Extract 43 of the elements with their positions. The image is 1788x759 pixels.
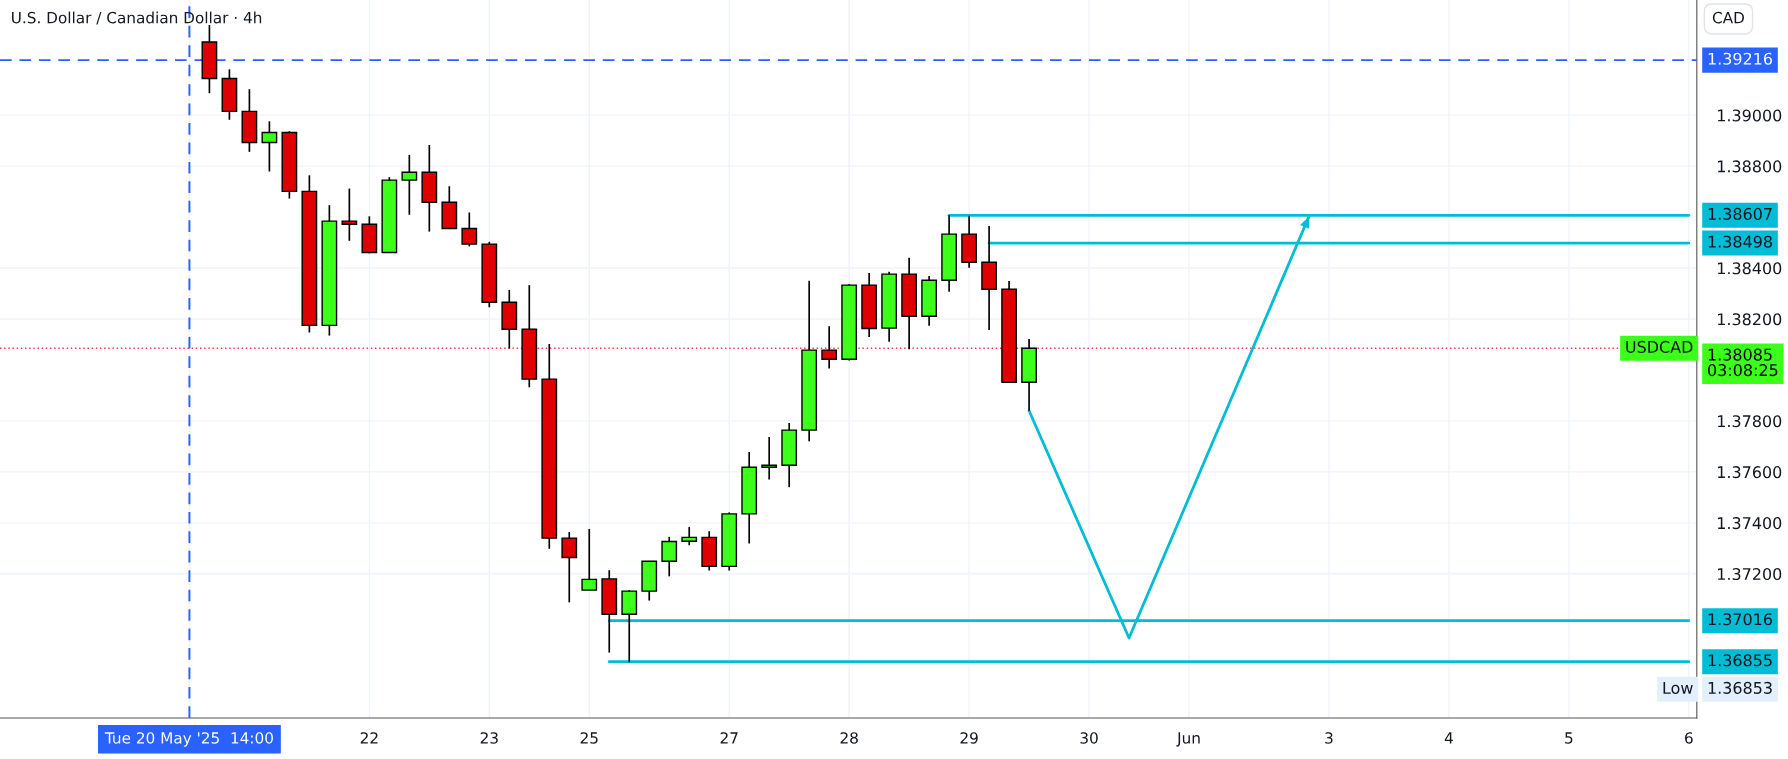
y-tick-label: 1.38400 [1718,262,1782,275]
y-tick-label: 1.37800 [1718,415,1782,428]
x-tick-label: 25 [580,732,598,744]
annotation: USDCAD [1626,340,1693,353]
x-tick-label: Tue 20 May '25 14:00 [104,732,273,747]
x-tick-label: 5 [1565,732,1573,744]
candlestick [821,325,838,370]
x-tick-label: 30 [1080,732,1098,744]
text: 1.36853 [1708,681,1772,694]
candlestick [681,526,698,547]
ref-line-label: 1.39216 [1708,52,1773,65]
candlestick [661,536,678,578]
candlestick [401,154,418,216]
y-tick-label: 1.37200 [1718,568,1782,581]
x-tick-label: Jun [1176,732,1200,747]
series-label: 1.37016 [1708,613,1773,626]
y-tick-label: 1.37400 [1718,517,1782,530]
series-label: 1.36855 [1708,654,1772,667]
candlestick [621,589,638,664]
ref-line-label: 1.38085 03:08:25 [1708,348,1778,377]
candlestick [581,528,598,591]
x-tick-label: 29 [960,732,978,744]
series-label: 1.38607 [1708,207,1772,220]
candlestick [261,120,278,173]
y-tick-label: 1.38800 [1718,160,1782,173]
y-axis-title: CAD [1712,11,1744,24]
candlestick [761,436,778,481]
candlestick [461,211,478,248]
x-tick-label: 6 [1685,732,1693,744]
candlestick [561,531,578,604]
x-tick-label: 3 [1325,732,1333,744]
candlestick [341,187,358,242]
y-tick-label: 1.37600 [1718,466,1782,479]
y-tick-label: 1.38200 [1718,313,1782,326]
legend-label: 1.38498 [1708,235,1772,248]
x-tick-label: 28 [840,732,858,744]
x-tick-label: 22 [360,732,378,744]
x-tick-label: 23 [480,732,498,744]
x-tick-label: 27 [720,732,738,744]
text: U.S. Dollar / Canadian Dollar · 4h [12,11,262,25]
x-tick-label: 4 [1444,732,1453,744]
y-tick-label: 1.39000 [1718,109,1782,122]
annotation: Low [1663,682,1693,694]
